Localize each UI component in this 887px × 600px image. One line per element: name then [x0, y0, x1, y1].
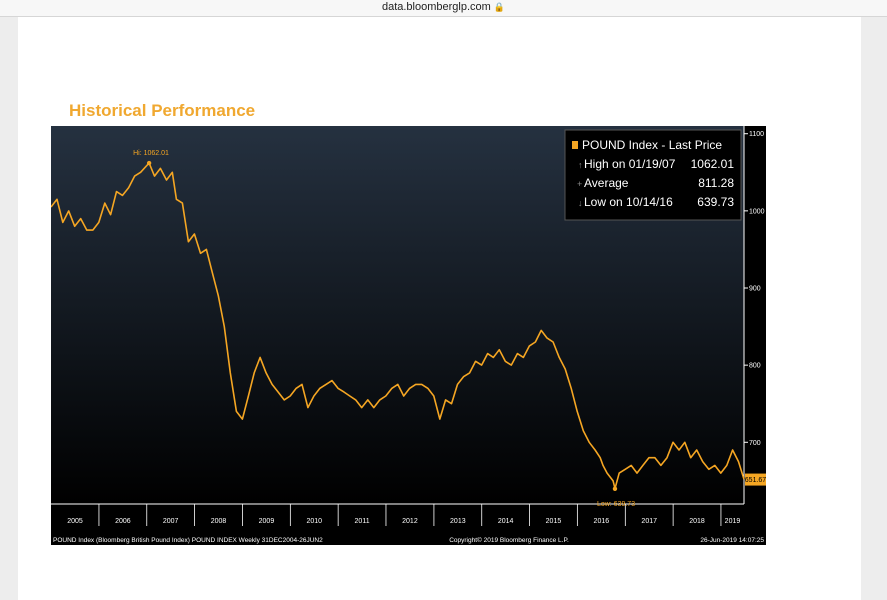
legend-average-value: 811.28 [698, 176, 734, 190]
x-tick-label: 2006 [115, 518, 131, 525]
browser-address-bar[interactable]: data.bloomberglp.com 🔒 [0, 0, 887, 17]
url-text: data.bloomberglp.com [381, 1, 491, 13]
legend-series-name: POUND Index - Last Price [582, 138, 722, 152]
x-tick-label: 2017 [641, 518, 657, 525]
y-tick-label: 800 [749, 363, 761, 370]
high-point-marker [146, 160, 152, 166]
x-tick-label: 2019 [725, 518, 741, 525]
low-point-marker [612, 486, 618, 491]
last-price-label: 651.67 [745, 477, 766, 484]
x-tick-label: 2011 [355, 518, 370, 525]
x-tick-label: 2015 [546, 518, 562, 525]
x-tick-label: 2010 [306, 518, 322, 525]
legend-swatch [572, 141, 578, 149]
x-tick-label: 2005 [67, 518, 83, 525]
y-tick-label: 1100 [749, 131, 764, 138]
legend-low-label: Low on 10/14/16 [584, 195, 673, 209]
series-line [50, 162, 745, 490]
x-tick-label: 2018 [689, 518, 705, 525]
footer-copyright: Copyright© 2019 Bloomberg Finance L.P. [449, 536, 569, 544]
footer-source: POUND Index (Bloomberg British Pound Ind… [53, 537, 323, 544]
last-price-tag [745, 473, 766, 486]
y-tick-label: 700 [749, 440, 761, 447]
x-tick-label: 2012 [402, 518, 418, 525]
x-tick-label: 2016 [594, 518, 610, 525]
low-annotation-label: Low: 639.73 [597, 501, 635, 508]
legend-high-value: 1062.01 [691, 157, 735, 171]
high-annotation-label: Hi: 1062.01 [133, 150, 169, 157]
legend-high-arrow-icon: ↑ [578, 160, 583, 170]
legend-low-arrow-icon: ↓ [578, 198, 583, 208]
legend-low-value: 639.73 [697, 195, 734, 209]
y-tick-label: 900 [749, 286, 761, 293]
footer-timestamp: 26-Jun-2019 14:07:25 [700, 537, 764, 544]
legend-average-label: Average [584, 176, 629, 190]
section-title: Historical Performance [69, 101, 256, 120]
legend-average-plus-icon: + [577, 179, 582, 189]
legend-box [564, 129, 742, 221]
lock-icon: 🔒 [493, 2, 506, 12]
x-tick-label: 2007 [163, 518, 179, 525]
y-tick-label: 1000 [749, 208, 765, 215]
x-tick-label: 2014 [498, 518, 514, 525]
x-tick-label: 2009 [259, 518, 275, 525]
legend-high-label: High on 01/19/07 [584, 157, 676, 171]
legend: POUND Index - Last Price ↑ High on 01/19… [564, 129, 742, 221]
historical-performance-chart: 700 800 900 1000 1100 2005 2006 2007 2008 2009 201… [50, 126, 766, 545]
chart-svg: 700 800 900 1000 1100 2005 2006 2007 2008 2009 201… [50, 126, 766, 545]
x-tick-label: 2013 [450, 518, 466, 525]
x-tick-label: 2008 [211, 518, 227, 525]
